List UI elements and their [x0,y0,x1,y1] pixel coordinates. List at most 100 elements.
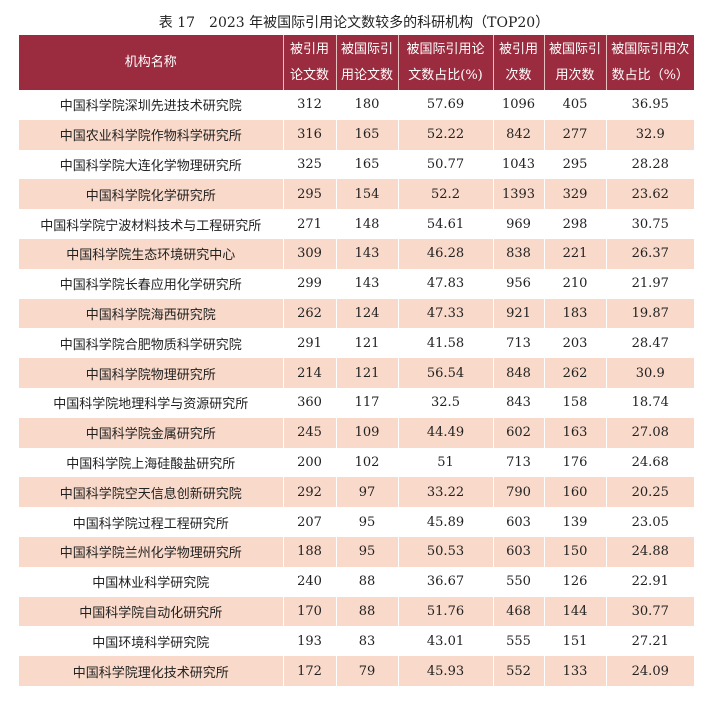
institution-name-cell: 中国科学院金属研究所 [19,417,283,448]
institutions-table: 机构名称 被引用 论文数 被国际引用论文数 被国际引用论 文数占比(%) 被引用 次数 被国际引… [19,35,694,686]
header-line: 用次数 [555,67,595,83]
value-cell: 88 [335,596,398,627]
value-cell: 109 [335,417,398,448]
value-cell: 154 [335,179,398,210]
table-row: 中国科学院理化技术研究所 172 79 45.93 552 133 24.09 [19,656,694,686]
value-cell: 46.28 [397,238,493,269]
value-cell: 1043 [492,149,544,180]
value-cell: 602 [492,417,544,448]
column-header: 被引用 次数 [492,35,544,90]
value-cell: 33.22 [397,477,493,508]
value-cell: 170 [282,596,336,627]
institution-name-cell: 中国科学院空天信息创新研究院 [19,477,283,508]
value-cell: 240 [282,566,336,597]
value-cell: 150 [543,536,606,567]
table-row: 中国科学院化学研究所 295 154 52.2 1393 329 23.62 [19,179,694,210]
value-cell: 360 [282,387,336,418]
value-cell: 203 [543,328,606,359]
value-cell: 30.77 [605,596,694,627]
institution-name-cell: 中国科学院过程工程研究所 [72,516,229,532]
table-row: 中国科学院深圳先进技术研究院 312 180 57.69 1096 405 36.95 [19,90,694,120]
value-cell: 45.89 [397,507,493,537]
value-cell: 713 [492,447,544,478]
value-cell: 1393 [492,179,544,210]
header-line: 次数 [505,67,532,83]
value-cell: 969 [492,209,544,239]
value-cell: 95 [335,536,398,567]
column-header: 被引用 论文数 [282,35,336,90]
header-line: 机构名称 [124,54,177,70]
institution-name-cell: 中国科学院海西研究院 [19,298,283,329]
column-header: 被国际引 用次数 [543,35,606,90]
value-cell: 188 [282,536,336,567]
value-cell: 193 [282,626,336,657]
value-cell: 52.22 [397,119,493,150]
value-cell: 210 [543,268,606,299]
value-cell: 277 [543,119,606,150]
value-cell: 183 [543,298,606,329]
value-cell: 30.9 [605,358,694,388]
value-cell: 20.25 [605,477,694,508]
table-row: 中国环境科学研究院 193 83 43.01 555 151 27.21 [19,626,694,657]
value-cell: 54.61 [397,209,493,239]
value-cell: 291 [282,328,336,359]
value-cell: 95 [335,507,398,537]
header-line: 用论文数 [340,67,393,83]
value-cell: 133 [543,656,606,686]
value-cell: 36.95 [605,90,694,120]
value-cell: 309 [282,238,336,269]
value-cell: 1096 [492,90,544,120]
value-cell: 24.09 [605,656,694,686]
institution-name-cell: 中国科学院宁波材料技术与工程研究所 [40,218,262,234]
value-cell: 848 [492,358,544,388]
value-cell: 921 [492,298,544,329]
value-cell: 83 [335,626,398,657]
institution-name-cell: 中国科学院长春应用化学研究所 [59,278,242,294]
value-cell: 44.49 [397,417,493,448]
column-header: 被国际引用论 文数占比(%) [397,35,493,90]
header-row: 机构名称 被引用 论文数 被国际引用论文数 被国际引用论 文数占比(%) 被引用 次数 被国际引… [19,35,694,90]
value-cell: 36.67 [397,566,493,597]
table-row: 中国科学院自动化研究所 170 88 51.76 468 144 30.77 [19,596,694,627]
value-cell: 262 [282,298,336,329]
value-cell: 603 [492,536,544,567]
value-cell: 47.33 [397,298,493,329]
value-cell: 24.68 [605,447,694,478]
header-line: 被国际引 [340,41,393,57]
value-cell: 50.53 [397,536,493,567]
value-cell: 47.83 [397,268,493,299]
value-cell: 21.97 [605,268,694,299]
value-cell: 151 [543,626,606,657]
value-cell: 27.21 [605,626,694,657]
value-cell: 56.54 [397,358,493,388]
value-cell: 88 [335,566,398,597]
value-cell: 23.62 [605,179,694,210]
value-cell: 550 [492,566,544,597]
value-cell: 144 [543,596,606,627]
value-cell: 842 [492,119,544,150]
institution-name-cell: 中国林业科学研究院 [92,576,210,592]
value-cell: 299 [282,268,336,299]
value-cell: 956 [492,268,544,299]
institution-name-cell: 中国农业科学院作物科学研究所 [19,119,283,150]
table-row: 中国科学院生态环境研究中心 309 143 46.28 838 221 26.37 [19,238,694,269]
value-cell: 160 [543,477,606,508]
value-cell: 221 [543,238,606,269]
value-cell: 165 [335,119,398,150]
value-cell: 27.08 [605,417,694,448]
institution-name-cell: 中国环境科学研究院 [92,635,210,651]
institution-name-cell: 中国科学院合肥物质科学研究院 [59,337,242,353]
table-row: 中国科学院空天信息创新研究院 292 97 33.22 790 160 20.25 [19,477,694,508]
value-cell: 838 [492,238,544,269]
institution-name-cell: 中国科学院兰州化学物理研究所 [19,536,283,567]
value-cell: 555 [492,626,544,657]
institution-name-cell: 中国科学院物理研究所 [19,358,283,388]
table-row: 中国科学院合肥物质科学研究院 291 121 41.58 713 203 28.47 [19,328,694,359]
table-caption: 表 17 2023 年被国际引用论文数较多的科研机构（TOP20） [158,15,550,31]
value-cell: 28.28 [605,149,694,180]
value-cell: 158 [543,387,606,418]
table-row: 中国科学院过程工程研究所 207 95 45.89 603 139 23.05 [19,507,694,537]
value-cell: 24.88 [605,536,694,567]
value-cell: 50.77 [397,149,493,180]
value-cell: 176 [543,447,606,478]
